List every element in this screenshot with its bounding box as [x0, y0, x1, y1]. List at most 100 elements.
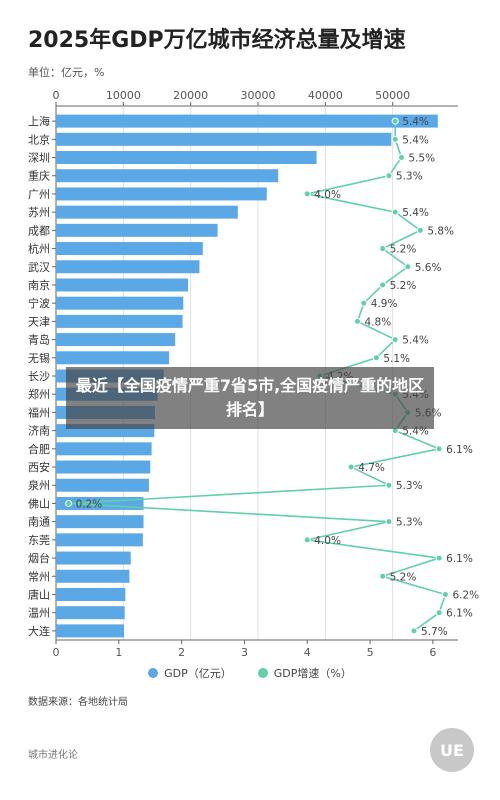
- gdp-bar: [56, 187, 267, 201]
- category-label: 广州: [28, 188, 50, 201]
- gdp-bar: [56, 606, 125, 620]
- growth-point: [379, 245, 387, 253]
- category-label: 济南: [28, 424, 50, 438]
- growth-point: [391, 135, 399, 143]
- gdp-bar: [56, 551, 131, 565]
- gdp-bar: [56, 260, 200, 274]
- growth-data-label: 6.2%: [452, 589, 479, 601]
- category-label: 杭州: [28, 242, 50, 256]
- category-label: 常州: [28, 570, 50, 583]
- category-label: 深圳: [28, 152, 50, 165]
- gdp-bar: [56, 278, 188, 292]
- growth-data-label: 5.5%: [408, 153, 435, 165]
- bottom-tick-label: 5: [367, 646, 374, 659]
- growth-data-label: 5.3%: [396, 480, 423, 492]
- gdp-bar: [56, 587, 126, 601]
- bottom-tick-label: 1: [115, 646, 122, 659]
- gdp-bar: [56, 333, 176, 347]
- growth-point: [65, 499, 73, 507]
- growth-data-label: 5.6%: [415, 262, 442, 274]
- gdp-bar: [56, 205, 238, 219]
- gdp-bar: [56, 460, 151, 474]
- gdp-bar: [56, 223, 218, 237]
- chart-legend: GDP（亿元） GDP增速（%）: [0, 665, 500, 681]
- growth-point: [379, 281, 387, 289]
- category-label: 大连: [28, 624, 50, 638]
- growth-point: [360, 299, 368, 307]
- growth-data-label: 5.4%: [402, 335, 429, 347]
- growth-data-label: 6.1%: [446, 553, 473, 565]
- growth-point: [385, 518, 393, 526]
- gdp-bar: [56, 569, 130, 583]
- top-tick-label: 50000: [375, 89, 410, 102]
- growth-data-label: 5.2%: [390, 280, 417, 292]
- overlay-banner[interactable]: 最近【全国疫情严重7省5市,全国疫情严重的地区排名】: [66, 367, 434, 429]
- growth-point: [404, 263, 412, 271]
- category-label: 东莞: [28, 534, 50, 547]
- growth-data-label: 4.0%: [314, 189, 341, 201]
- growth-data-label: 5.3%: [396, 171, 423, 183]
- growth-data-label: 5.8%: [427, 225, 454, 237]
- growth-point: [372, 354, 380, 362]
- category-label: 无锡: [28, 351, 50, 365]
- unit-label: 单位：亿元，%: [28, 66, 105, 79]
- growth-data-label: 5.1%: [383, 353, 410, 365]
- gdp-bar: [56, 242, 203, 256]
- bottom-tick-label: 2: [178, 646, 185, 659]
- growth-data-label: 0.2%: [76, 498, 103, 510]
- legend-item-gdp[interactable]: GDP（亿元）: [148, 665, 232, 681]
- top-tick-label: 40000: [308, 89, 343, 102]
- growth-data-label: 5.3%: [396, 517, 423, 529]
- category-label: 北京: [28, 132, 50, 146]
- gdp-bar: [56, 351, 170, 365]
- category-label: 成都: [28, 224, 50, 237]
- category-label: 天津: [28, 315, 50, 328]
- category-label: 西安: [28, 460, 50, 474]
- growth-point: [391, 336, 399, 344]
- category-label: 南通: [28, 516, 50, 529]
- growth-point: [416, 226, 424, 234]
- growth-data-label: 4.9%: [371, 298, 398, 310]
- brand-name: 城市进化论: [28, 750, 78, 761]
- top-tick-label: 10000: [106, 89, 141, 102]
- growth-point: [391, 117, 399, 125]
- growth-data-label: 5.4%: [402, 134, 429, 146]
- growth-data-label: 6.1%: [446, 444, 473, 456]
- top-tick-label: 20000: [173, 89, 208, 102]
- gdp-bar: [56, 114, 438, 128]
- legend-swatch-gdp: [148, 668, 159, 678]
- bottom-tick-label: 3: [241, 646, 248, 659]
- brand-logo: UE: [430, 728, 474, 772]
- growth-point: [347, 463, 355, 471]
- growth-data-label: 5.4%: [402, 116, 429, 128]
- category-label: 长沙: [28, 370, 50, 383]
- category-label: 郑州: [28, 387, 50, 401]
- bottom-tick-label: 0: [53, 646, 60, 659]
- growth-point: [410, 627, 418, 635]
- growth-point: [441, 590, 449, 598]
- category-label: 唐山: [28, 587, 50, 601]
- legend-label-gdp: GDP（亿元）: [164, 667, 232, 680]
- data-source: 数据来源：各地统计局: [28, 697, 128, 708]
- category-label: 泉州: [28, 478, 50, 492]
- chart-title: 2025年GDP万亿城市经济总量及增速: [28, 28, 406, 53]
- growth-point: [391, 208, 399, 216]
- category-label: 苏州: [28, 206, 50, 219]
- legend-swatch-growth: [257, 668, 268, 678]
- growth-point: [435, 609, 443, 617]
- growth-point: [397, 154, 405, 162]
- gdp-bar: [56, 533, 143, 547]
- gdp-bar: [56, 478, 149, 492]
- gdp-bar: [56, 624, 125, 638]
- growth-data-label: 5.2%: [390, 571, 417, 583]
- growth-point: [385, 172, 393, 180]
- gdp-bar: [56, 296, 184, 310]
- growth-data-label: 5.4%: [402, 207, 429, 219]
- growth-point: [435, 445, 443, 453]
- category-label: 重庆: [28, 169, 50, 183]
- growth-point: [385, 481, 393, 489]
- top-tick-label: 0: [53, 89, 60, 102]
- legend-item-growth[interactable]: GDP增速（%）: [257, 665, 352, 681]
- growth-point: [354, 317, 361, 325]
- gdp-bar: [56, 442, 152, 456]
